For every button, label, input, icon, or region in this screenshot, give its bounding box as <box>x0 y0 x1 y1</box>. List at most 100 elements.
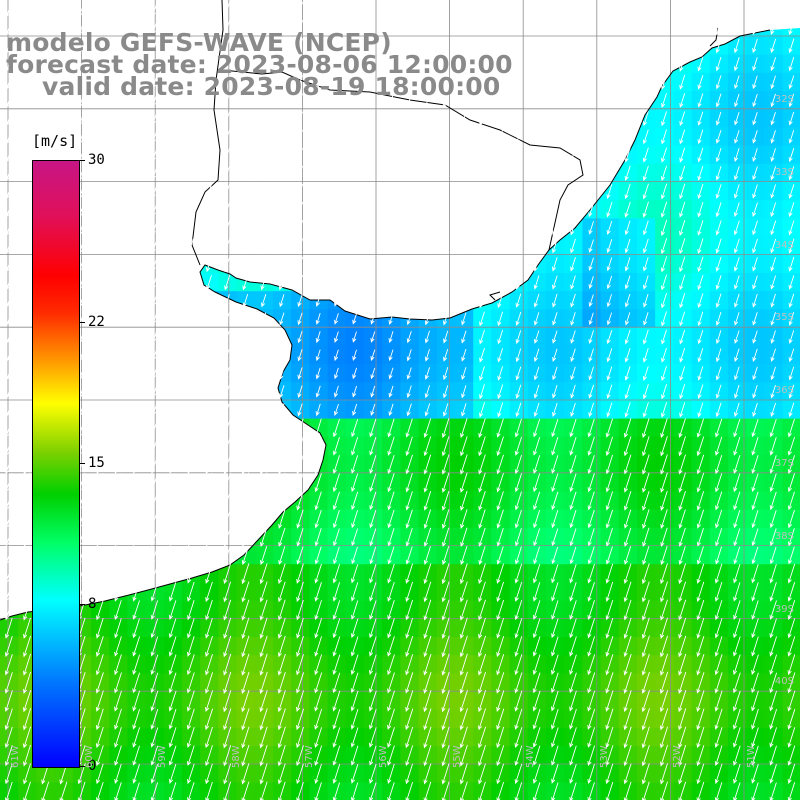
wind-vector-arrow <box>552 93 558 108</box>
wind-vector-arrow <box>260 294 267 308</box>
wind-vector-arrow <box>733 418 741 438</box>
wind-vector-arrow <box>459 744 468 767</box>
wind-vector-arrow <box>186 636 195 657</box>
wind-vector-arrow <box>460 19 467 36</box>
wind-vector-arrow <box>459 635 468 658</box>
wind-vector-arrow <box>733 238 740 254</box>
wind-vector-arrow <box>334 331 339 343</box>
wind-vector-arrow <box>751 436 759 456</box>
wind-vector-arrow <box>461 348 467 362</box>
wind-vector-arrow <box>168 690 177 712</box>
wind-vector-arrow <box>533 75 540 90</box>
wind-vector-arrow <box>732 708 741 730</box>
wind-vector-arrow <box>168 708 177 730</box>
wind-vector-arrow <box>187 238 194 254</box>
wind-vector-arrow <box>679 93 686 108</box>
wind-vector-arrow <box>479 293 486 309</box>
wind-vector-arrow <box>223 563 232 585</box>
wind-vector-arrow <box>223 454 231 475</box>
wind-vector-arrow <box>515 1 522 18</box>
wind-vector-arrow <box>751 764 759 784</box>
wind-vector-arrow <box>332 636 341 657</box>
wind-vector-arrow <box>241 509 250 529</box>
wind-vector-arrow <box>133 220 140 236</box>
wind-vector-arrow <box>642 56 649 72</box>
wind-vector-arrow <box>642 220 649 236</box>
wind-vector-arrow <box>187 782 195 800</box>
wind-vector-arrow <box>441 653 450 676</box>
wind-vector-arrow <box>315 111 321 126</box>
wind-vector-arrow <box>606 1 613 18</box>
wind-vector-arrow <box>515 366 522 381</box>
wind-vector-arrow <box>296 491 304 511</box>
wind-vector-arrow <box>223 635 232 658</box>
wind-vector-arrow <box>679 347 686 363</box>
wind-vector-arrow <box>242 19 249 36</box>
wind-vector-arrow <box>642 19 649 36</box>
wind-vector-arrow <box>259 563 268 585</box>
wind-vector-arrow <box>442 274 449 291</box>
wind-vector-arrow <box>624 201 631 218</box>
wind-vector-arrow <box>406 1 413 18</box>
wind-vector-arrow <box>787 436 796 456</box>
wind-vector-arrow <box>42 1 49 18</box>
wind-vector-arrow <box>223 527 231 547</box>
wind-vector-arrow <box>496 745 505 767</box>
wind-vector-arrow <box>406 403 412 417</box>
wind-vector-arrow <box>370 93 376 108</box>
wind-vector-arrow <box>132 582 140 602</box>
wind-vector-arrow <box>241 490 250 511</box>
wind-vector-arrow <box>296 563 304 584</box>
wind-vector-arrow <box>551 546 559 565</box>
wind-vector-arrow <box>133 75 139 90</box>
wind-vector-arrow <box>734 366 740 381</box>
wind-vector-arrow <box>187 1 194 18</box>
wind-vector-arrow <box>205 19 213 36</box>
wind-vector-arrow <box>114 509 122 529</box>
wind-vector-arrow <box>333 238 340 254</box>
wind-vector-arrow <box>406 294 412 308</box>
wind-vector-arrow <box>333 294 339 307</box>
wind-vector-arrow <box>533 366 540 381</box>
wind-vector-arrow <box>769 745 777 766</box>
wind-vector-arrow <box>660 37 668 54</box>
colorbar-tick-mark <box>79 604 85 606</box>
wind-vector-arrow <box>605 763 614 785</box>
wind-vector-arrow <box>223 617 232 639</box>
wind-vector-arrow <box>552 312 558 326</box>
wind-vector-arrow <box>296 654 304 676</box>
wind-vector-arrow <box>533 184 540 199</box>
wind-vector-arrow <box>296 546 304 565</box>
wind-vector-arrow <box>787 636 796 657</box>
wind-vector-arrow <box>314 563 322 584</box>
wind-vector-arrow <box>278 19 285 36</box>
wind-vector-arrow <box>5 111 12 126</box>
wind-vector-arrow <box>223 745 232 767</box>
wind-vector-arrow <box>441 581 450 603</box>
wind-vector-arrow <box>24 165 31 181</box>
wind-vector-arrow <box>496 418 504 438</box>
wind-vector-arrow <box>259 635 268 658</box>
longitude-label: 61W <box>10 745 21 768</box>
wind-vector-arrow <box>714 690 723 712</box>
wind-vector-arrow <box>259 689 268 713</box>
wind-vector-arrow <box>114 727 122 748</box>
wind-vector-arrow <box>224 294 230 308</box>
wind-vector-arrow <box>315 129 321 144</box>
wind-vector-arrow <box>188 129 194 144</box>
wind-vector-arrow <box>478 745 486 767</box>
wind-vector-arrow <box>224 219 231 236</box>
wind-vector-arrow <box>224 348 230 362</box>
wind-vector-arrow <box>788 202 795 218</box>
wind-vector-arrow <box>223 491 231 511</box>
wind-vector-arrow <box>424 74 431 90</box>
wind-vector-arrow <box>260 237 267 255</box>
wind-vector-arrow <box>478 472 486 493</box>
wind-vector-arrow <box>533 418 541 438</box>
wind-vector-arrow <box>715 330 722 345</box>
wind-vector-arrow <box>224 238 231 255</box>
wind-vector-arrow <box>388 93 394 108</box>
wind-vector-arrow <box>623 708 632 731</box>
wind-vector-arrow <box>606 56 613 72</box>
wind-vector-arrow <box>350 690 359 712</box>
